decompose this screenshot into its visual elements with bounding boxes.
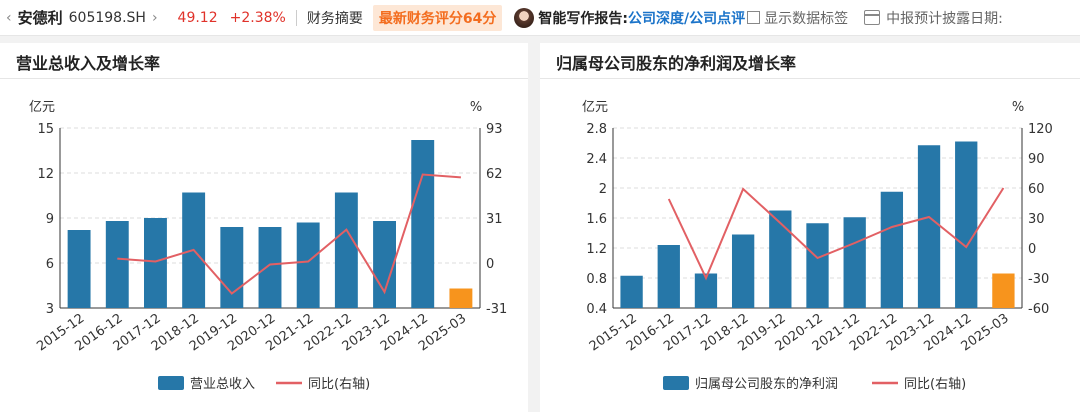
- calendar-icon: [864, 10, 881, 25]
- revenue-chart-title: 营业总收入及增长率: [16, 54, 161, 73]
- profit-panel: 归属母公司股东的净利润及增长率 2.8 2.4 2 1.6 1.2 0.8 0.4 120 90…: [540, 43, 1080, 412]
- bar: [334, 192, 358, 308]
- bar: [258, 227, 282, 308]
- growth-line: [117, 173, 461, 295]
- left-tick-label: 3: [46, 302, 54, 317]
- left-tick-label: 1.6: [586, 212, 607, 227]
- top-toolbar: ‹ 安德利 605198.SH › 49.12 +2.38% 财务摘要 最新财务…: [0, 0, 1080, 36]
- divider: [540, 78, 1080, 79]
- forecast-date-label: 中报预计披露日期:: [886, 10, 1003, 27]
- divider: [295, 9, 297, 26]
- right-tick-label: 60: [1028, 182, 1045, 197]
- link-company-depth[interactable]: 公司深度/: [627, 10, 690, 27]
- right-tick-label: 0: [486, 257, 494, 272]
- bar: [992, 273, 1015, 308]
- tab-financial-summary[interactable]: 财务摘要: [306, 10, 363, 27]
- stock-code: 605198.SH: [68, 9, 146, 26]
- legend-bar-swatch: [158, 376, 184, 390]
- chevron-left-icon[interactable]: ‹: [6, 9, 12, 26]
- bar: [67, 230, 91, 308]
- right-tick-label: 0: [1028, 242, 1036, 257]
- avatar: [514, 7, 535, 28]
- bar: [373, 221, 396, 308]
- link-company-review[interactable]: 公司点评: [689, 10, 746, 27]
- growth-line: [667, 187, 1005, 281]
- bar: [411, 140, 435, 308]
- bar: [105, 221, 129, 308]
- ai-report-label: 智能写作报告:: [538, 10, 628, 27]
- stock-name: 安德利: [17, 9, 63, 27]
- profit-chart-title: 归属母公司股东的净利润及增长率: [556, 54, 797, 73]
- show-labels-label: 显示数据标签: [764, 10, 849, 27]
- left-tick-label: 1.2: [586, 242, 607, 257]
- divider: [0, 78, 528, 79]
- bar: [806, 223, 829, 308]
- right-tick-label: 120: [1028, 122, 1053, 137]
- left-tick-label: 2.8: [586, 122, 607, 137]
- left-tick-label: 2.4: [586, 152, 607, 167]
- show-labels-checkbox[interactable]: [747, 11, 761, 24]
- right-tick-label: -31: [486, 302, 507, 317]
- stock-price: 49.12: [177, 9, 218, 26]
- bar: [620, 275, 643, 308]
- left-axis-unit: 亿元: [29, 100, 55, 115]
- left-tick-label: 2: [599, 182, 607, 197]
- legend-line-label: 同比(右轴): [308, 377, 370, 392]
- right-axis-unit: %: [1012, 100, 1024, 115]
- left-tick-label: 15: [37, 122, 54, 137]
- left-tick-label: 6: [46, 257, 54, 272]
- right-tick-label: 31: [486, 212, 503, 227]
- left-tick-label: 9: [46, 212, 54, 227]
- right-tick-label: 62: [486, 167, 503, 182]
- bar: [731, 234, 755, 308]
- bar: [220, 227, 244, 308]
- left-tick-label: 0.4: [586, 302, 607, 317]
- chevron-right-icon[interactable]: ›: [151, 9, 158, 26]
- bar: [657, 245, 680, 308]
- legend-bar-swatch: [663, 376, 689, 390]
- revenue-panel: 营业总收入及增长率 15 12 9 6 3 93 62 31 0 -31 亿元% 2015-12 201…: [0, 43, 528, 412]
- bar: [296, 222, 320, 308]
- right-tick-label: 30: [1028, 212, 1045, 227]
- left-tick-label: 0.8: [586, 272, 607, 287]
- legend-bar-label: 营业总收入: [190, 377, 255, 392]
- right-axis-unit: %: [470, 100, 482, 115]
- legend-line-label: 同比(右轴): [904, 377, 966, 392]
- bar: [449, 288, 473, 308]
- bar: [843, 217, 866, 308]
- right-tick-label: -30: [1028, 272, 1049, 287]
- bar: [880, 191, 904, 308]
- bar: [144, 218, 167, 308]
- right-tick-label: 93: [486, 122, 503, 137]
- bar: [917, 145, 941, 308]
- right-tick-label: 90: [1028, 152, 1045, 167]
- left-axis-unit: 亿元: [582, 100, 608, 115]
- financial-score-badge[interactable]: 最新财务评分64分: [372, 4, 503, 31]
- bar: [694, 273, 718, 308]
- legend-bar-label: 归属母公司股东的净利润: [695, 376, 838, 392]
- stock-change: +2.38%: [229, 9, 286, 26]
- bar: [769, 210, 792, 308]
- bar: [955, 141, 978, 308]
- left-tick-label: 12: [37, 167, 54, 182]
- right-tick-label: -60: [1028, 302, 1049, 317]
